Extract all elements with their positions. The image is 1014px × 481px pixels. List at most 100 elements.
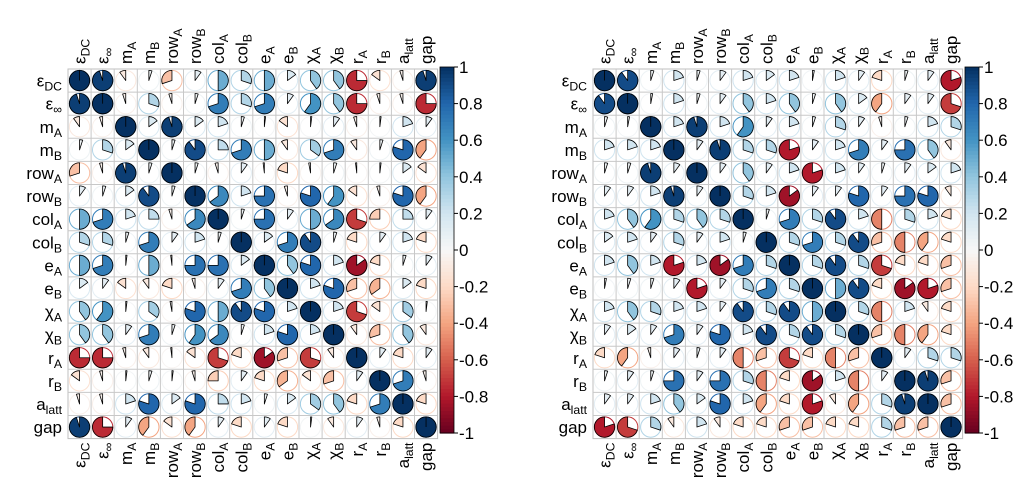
pie-wedge	[323, 370, 335, 385]
colorbar-segment	[440, 217, 454, 222]
correlation-pie	[322, 92, 345, 115]
colorbar-segment	[440, 304, 454, 310]
pie-wedge	[125, 370, 128, 382]
correlation-pie	[640, 254, 662, 277]
pie-wedge	[801, 370, 823, 392]
correlation-pie	[415, 300, 437, 323]
correlation-pie	[369, 416, 391, 438]
colorbar-segment	[965, 239, 979, 244]
pie-wedge	[904, 300, 915, 312]
pie-wedge	[99, 393, 104, 405]
correlation-pie	[640, 300, 662, 323]
correlation-pie	[184, 323, 206, 346]
column-label-bottom: eB	[803, 443, 825, 461]
pie-wedge	[240, 162, 248, 174]
pie-wedge	[802, 347, 813, 359]
pie-wedge	[858, 300, 870, 316]
colorbar-segment	[965, 165, 979, 171]
pie-wedge	[186, 208, 206, 230]
colorbar-tick-label: 0.8	[459, 95, 483, 114]
pie-wedge	[927, 162, 937, 174]
pie-wedge	[301, 370, 311, 382]
colorbar-tick-label: -0.8	[459, 387, 488, 406]
pie-wedge	[696, 185, 704, 197]
pie-wedge	[102, 277, 110, 289]
correlation-pie	[663, 69, 685, 92]
correlation-pie	[253, 69, 276, 92]
correlation-pie	[68, 347, 91, 369]
colorbar-segment	[965, 88, 979, 94]
correlation-pie	[91, 300, 114, 323]
pie-wedge	[402, 162, 412, 174]
colorbar-segment	[965, 385, 979, 390]
pie-wedge	[950, 162, 962, 174]
correlation-pie	[640, 208, 662, 230]
correlation-pie	[778, 69, 801, 92]
correlation-pie	[392, 300, 414, 323]
correlation-pie	[755, 416, 777, 438]
correlation-pie	[68, 393, 91, 415]
pie-wedge	[425, 347, 433, 359]
colorbar-segment	[965, 257, 979, 262]
pie-wedge	[283, 185, 288, 197]
pie-wedge	[940, 370, 952, 385]
correlation-pie	[824, 254, 847, 277]
colorbar-segment	[965, 191, 979, 196]
colorbar-tick-label: 1	[984, 58, 993, 77]
pie-wedge	[647, 347, 652, 359]
correlation-pie	[940, 370, 962, 392]
correlation-pie	[299, 254, 322, 277]
pie-wedge	[263, 69, 275, 92]
pie-wedge	[894, 139, 916, 161]
correlation-pie	[593, 69, 616, 92]
colorbar-segment	[440, 125, 454, 130]
correlation-pie	[68, 370, 91, 392]
correlation-pie	[207, 323, 229, 346]
correlation-pie	[801, 116, 824, 138]
correlation-pie	[346, 208, 368, 230]
correlation-pie	[663, 116, 685, 138]
correlation-pie	[68, 208, 91, 230]
pie-wedge	[940, 324, 952, 336]
colorbar-segment	[440, 206, 454, 211]
pie-wedge	[76, 393, 80, 405]
correlation-pie	[755, 231, 777, 253]
correlation-pie	[138, 162, 160, 184]
correlation-pie	[392, 231, 414, 253]
colorbar-segment	[965, 67, 979, 72]
pie-wedge	[713, 416, 721, 428]
pie-wedge	[79, 324, 91, 344]
correlation-pie	[663, 370, 685, 392]
correlation-pie	[369, 277, 391, 300]
correlation-pie	[68, 162, 91, 184]
colorbar: 1 0.8 0.6 0.4 0.2 0 -0.2 -0.4 -0.6 -0.8 -1	[439, 58, 488, 443]
correlation-pie	[91, 416, 114, 438]
colorbar-segment	[965, 337, 979, 343]
pie-wedge	[300, 254, 322, 276]
pie-wedge	[79, 139, 84, 151]
correlation-pie	[871, 69, 893, 92]
colorbar-segment	[440, 326, 454, 332]
pie-wedge	[604, 116, 609, 128]
correlation-pie	[322, 393, 345, 415]
colorbar-segment	[965, 304, 979, 310]
pie-wedge	[161, 69, 173, 85]
correlation-pie	[322, 277, 345, 300]
pie-wedge	[719, 162, 727, 174]
pie-wedge	[425, 208, 433, 220]
pie-wedge	[944, 185, 952, 197]
pie-wedge	[379, 139, 384, 151]
pie-wedge	[300, 185, 322, 207]
colorbar-segment	[965, 359, 979, 365]
pie-wedge	[871, 300, 883, 323]
pie-wedge	[119, 69, 127, 81]
correlation-pie	[847, 162, 870, 184]
correlation-pie	[68, 231, 91, 253]
colorbar: 1 0.8 0.6 0.4 0.2 0 -0.2 -0.4 -0.6 -0.8 -1	[964, 58, 1013, 443]
correlation-pie	[755, 69, 777, 92]
correlation-pie	[299, 185, 322, 207]
colorbar-segment	[440, 370, 454, 376]
correlation-pie	[369, 254, 391, 277]
correlation-pie	[184, 393, 206, 415]
colorbar-segment	[440, 271, 454, 277]
